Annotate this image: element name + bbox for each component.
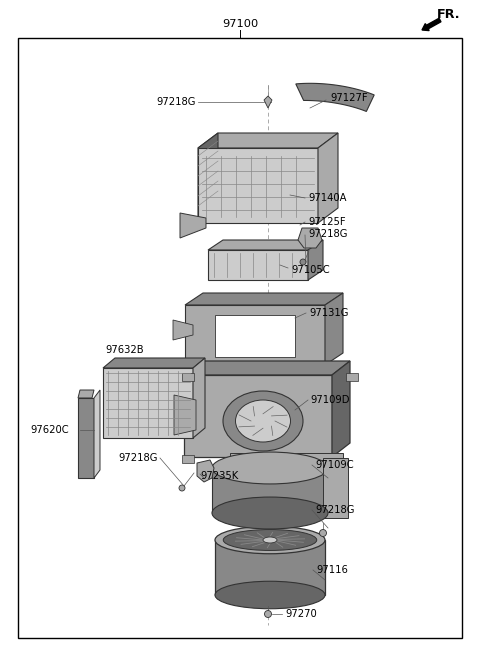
- Text: 97125F: 97125F: [308, 217, 346, 227]
- Polygon shape: [173, 320, 193, 340]
- Ellipse shape: [223, 529, 317, 550]
- Text: 97131G: 97131G: [309, 308, 348, 318]
- Text: FR.: FR.: [436, 7, 460, 20]
- Polygon shape: [318, 133, 338, 223]
- Polygon shape: [215, 540, 325, 595]
- Ellipse shape: [236, 400, 290, 442]
- Text: 97116: 97116: [316, 565, 348, 575]
- Polygon shape: [198, 133, 338, 148]
- Circle shape: [179, 485, 185, 491]
- Text: 97270: 97270: [285, 609, 317, 619]
- Text: 97127F: 97127F: [330, 93, 368, 103]
- Polygon shape: [230, 453, 343, 483]
- Circle shape: [264, 611, 272, 617]
- Polygon shape: [208, 240, 323, 250]
- Ellipse shape: [212, 497, 328, 529]
- Polygon shape: [212, 468, 328, 513]
- Polygon shape: [198, 148, 318, 223]
- Polygon shape: [103, 368, 193, 438]
- FancyArrow shape: [422, 18, 441, 31]
- Polygon shape: [298, 228, 322, 248]
- Polygon shape: [208, 250, 308, 280]
- Polygon shape: [308, 240, 323, 280]
- Polygon shape: [103, 358, 205, 368]
- Polygon shape: [78, 390, 94, 398]
- Polygon shape: [323, 458, 348, 518]
- Polygon shape: [197, 460, 214, 482]
- Polygon shape: [185, 305, 325, 365]
- Polygon shape: [215, 315, 295, 357]
- Polygon shape: [198, 133, 218, 223]
- Ellipse shape: [212, 452, 328, 484]
- Polygon shape: [296, 83, 374, 112]
- Text: 97218G: 97218G: [315, 505, 355, 515]
- Circle shape: [300, 259, 306, 265]
- Circle shape: [320, 529, 326, 537]
- Ellipse shape: [223, 391, 303, 451]
- Polygon shape: [184, 361, 350, 375]
- Ellipse shape: [215, 526, 325, 554]
- Text: 97235K: 97235K: [200, 471, 238, 481]
- Polygon shape: [94, 390, 100, 478]
- Text: 97100: 97100: [222, 19, 258, 29]
- Text: 97105C: 97105C: [291, 265, 330, 275]
- Polygon shape: [325, 293, 343, 365]
- Text: 97218G: 97218G: [308, 229, 348, 239]
- Text: 97632B: 97632B: [105, 345, 144, 355]
- Ellipse shape: [263, 537, 277, 543]
- Polygon shape: [193, 358, 205, 438]
- Bar: [346, 373, 358, 381]
- Text: 97218G: 97218G: [156, 97, 196, 107]
- Polygon shape: [174, 395, 196, 435]
- Polygon shape: [184, 375, 332, 457]
- Text: 97109C: 97109C: [315, 460, 354, 470]
- Text: 97218G: 97218G: [119, 453, 158, 463]
- Polygon shape: [264, 96, 272, 108]
- Bar: [182, 455, 194, 463]
- Ellipse shape: [215, 581, 325, 609]
- Polygon shape: [78, 398, 94, 478]
- Bar: [182, 373, 194, 381]
- Polygon shape: [332, 361, 350, 457]
- Text: 97620C: 97620C: [30, 425, 69, 435]
- Text: 97140A: 97140A: [308, 193, 347, 203]
- Polygon shape: [180, 213, 206, 238]
- Polygon shape: [185, 293, 343, 305]
- Text: 97109D: 97109D: [310, 395, 349, 405]
